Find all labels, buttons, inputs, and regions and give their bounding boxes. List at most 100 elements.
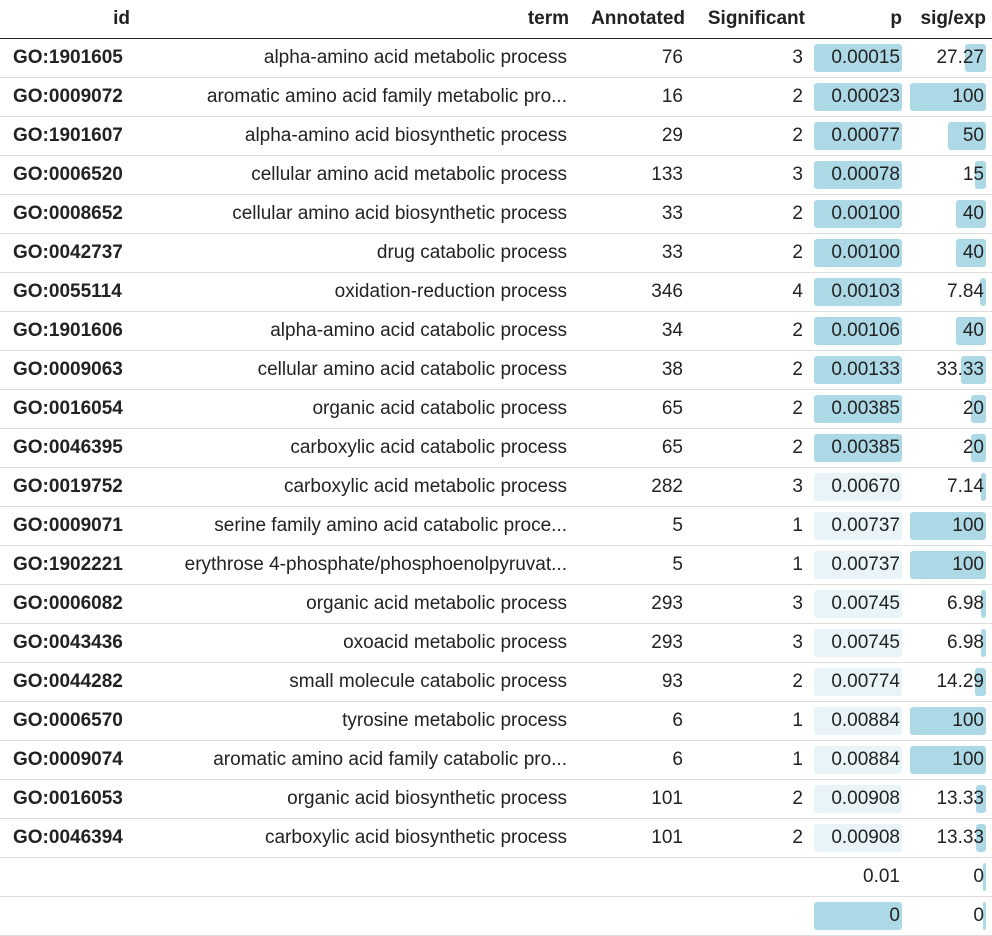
header-significant[interactable]: Significant bbox=[707, 8, 805, 29]
cell-sig-exp: 15 bbox=[910, 156, 986, 194]
cell-term: aromatic amino acid family catabolic pro… bbox=[150, 741, 569, 779]
cell-sig-exp: 100 bbox=[910, 546, 986, 584]
cell-annotated: 33 bbox=[575, 195, 685, 233]
p-value-bar bbox=[814, 317, 902, 345]
cell-significant-value: 3 bbox=[792, 164, 803, 185]
cell-annotated: 65 bbox=[575, 390, 685, 428]
cell-significant: 1 bbox=[690, 702, 805, 740]
cell-annotated: 29 bbox=[575, 117, 685, 155]
cell-term-value: erythrose 4-phosphate/phosphoenolpyruvat… bbox=[184, 554, 567, 575]
cell-significant-value: 3 bbox=[792, 476, 803, 497]
cell-sig-exp: 33.33 bbox=[910, 351, 986, 389]
cell-sig-exp-value: 40 bbox=[962, 203, 984, 224]
p-value-bar bbox=[814, 473, 902, 501]
table-row: GO:0019752 carboxylic acid metabolic proc… bbox=[0, 468, 992, 507]
cell-sig-exp: 50 bbox=[910, 117, 986, 155]
cell-annotated: 346 bbox=[575, 273, 685, 311]
cell-significant-value: 2 bbox=[792, 827, 803, 848]
cell-term: small molecule catabolic process bbox=[150, 663, 569, 701]
cell-significant-value: 2 bbox=[792, 398, 803, 419]
table-row: GO:1901606 alpha-amino acid catabolic pro… bbox=[0, 312, 992, 351]
cell-significant-value bbox=[803, 866, 805, 887]
cell-term: carboxylic acid metabolic process bbox=[150, 468, 569, 506]
p-value-bar bbox=[814, 785, 902, 813]
cell-p-value: 0.01 bbox=[863, 866, 900, 887]
cell-id-value: GO:0009074 bbox=[13, 749, 123, 770]
p-value-bar bbox=[814, 356, 902, 384]
cell-term: cellular amino acid biosynthetic process bbox=[150, 195, 569, 233]
header-annotated[interactable]: Annotated bbox=[591, 8, 685, 29]
p-value-bar bbox=[814, 239, 902, 267]
table-header: id term Annotated Significant p sig/exp bbox=[0, 0, 992, 39]
cell-sig-exp-value: 20 bbox=[962, 437, 984, 458]
cell-significant: 1 bbox=[690, 741, 805, 779]
cell-sig-exp-value: 7.84 bbox=[947, 281, 984, 302]
p-value-bar bbox=[814, 512, 902, 540]
cell-sig-exp: 20 bbox=[910, 390, 986, 428]
cell-p-value: 0.00908 bbox=[831, 827, 900, 848]
cell-p: 0 bbox=[814, 897, 902, 935]
cell-sig-exp-value: 100 bbox=[952, 554, 984, 575]
cell-term-value: tyrosine metabolic process bbox=[342, 710, 567, 731]
cell-id-value: GO:0016053 bbox=[13, 788, 123, 809]
cell-p: 0.00023 bbox=[814, 78, 902, 116]
cell-sig-exp: 6.98 bbox=[910, 624, 986, 662]
table-row: GO:0016054 organic acid catabolic process… bbox=[0, 390, 992, 429]
cell-id-value: GO:0016054 bbox=[13, 398, 123, 419]
sig-exp-bar bbox=[975, 668, 986, 696]
cell-significant-value: 2 bbox=[792, 203, 803, 224]
cell-id-value: GO:0044282 bbox=[13, 671, 123, 692]
cell-p-value: 0.00106 bbox=[831, 320, 900, 341]
p-value-bar bbox=[814, 395, 902, 423]
cell-significant-value: 2 bbox=[792, 359, 803, 380]
table-row: GO:1902221 erythrose 4-phosphate/phosphoe… bbox=[0, 546, 992, 585]
cell-p-value: 0.00884 bbox=[831, 749, 900, 770]
cell-annotated bbox=[575, 897, 685, 935]
cell-significant: 1 bbox=[690, 546, 805, 584]
cell-id: GO:0006082 bbox=[13, 585, 173, 623]
p-value-bar bbox=[814, 902, 902, 930]
p-value-bar bbox=[814, 161, 902, 189]
cell-id: GO:0009074 bbox=[13, 741, 173, 779]
cell-significant: 2 bbox=[690, 390, 805, 428]
cell-annotated-value: 101 bbox=[651, 788, 683, 809]
table-row: GO:0044282 small molecule catabolic proce… bbox=[0, 663, 992, 702]
cell-annotated: 293 bbox=[575, 585, 685, 623]
cell-sig-exp-value: 6.98 bbox=[947, 632, 984, 653]
cell-term-value: organic acid biosynthetic process bbox=[287, 788, 567, 809]
cell-significant: 2 bbox=[690, 312, 805, 350]
cell-sig-exp-value: 27.27 bbox=[936, 47, 984, 68]
cell-term-value: drug catabolic process bbox=[376, 242, 567, 263]
cell-p-value: 0.00745 bbox=[831, 632, 900, 653]
header-id[interactable]: id bbox=[113, 8, 130, 29]
cell-p-value: 0.00737 bbox=[831, 515, 900, 536]
cell-annotated-value: 133 bbox=[651, 164, 683, 185]
cell-annotated-value: 76 bbox=[661, 47, 683, 68]
cell-annotated-value: 5 bbox=[672, 554, 683, 575]
table-row: GO:0016053 organic acid biosynthetic proc… bbox=[0, 780, 992, 819]
cell-significant: 1 bbox=[690, 507, 805, 545]
p-value-bar bbox=[814, 200, 902, 228]
cell-term-value bbox=[567, 905, 569, 926]
cell-id-value: GO:0006520 bbox=[13, 164, 123, 185]
header-sig-exp[interactable]: sig/exp bbox=[920, 8, 986, 29]
cell-significant-value: 1 bbox=[792, 515, 803, 536]
cell-annotated-value bbox=[683, 866, 685, 887]
cell-annotated-value: 101 bbox=[651, 827, 683, 848]
cell-id-value: GO:0009071 bbox=[13, 515, 123, 536]
sig-exp-bar bbox=[971, 434, 986, 462]
cell-p-value: 0.00133 bbox=[831, 359, 900, 380]
sig-exp-bar bbox=[910, 83, 986, 111]
cell-sig-exp: 40 bbox=[910, 195, 986, 233]
cell-p-value: 0.00884 bbox=[831, 710, 900, 731]
sig-exp-bar bbox=[976, 824, 986, 852]
cell-sig-exp-value: 40 bbox=[962, 242, 984, 263]
cell-sig-exp-value: 100 bbox=[952, 86, 984, 107]
cell-id bbox=[13, 858, 173, 896]
header-term[interactable]: term bbox=[527, 8, 569, 29]
p-value-bar bbox=[814, 434, 902, 462]
cell-sig-exp: 14.29 bbox=[910, 663, 986, 701]
cell-id: GO:0019752 bbox=[13, 468, 173, 506]
cell-term-value: serine family amino acid catabolic proce… bbox=[214, 515, 567, 536]
header-p[interactable]: p bbox=[890, 8, 902, 29]
